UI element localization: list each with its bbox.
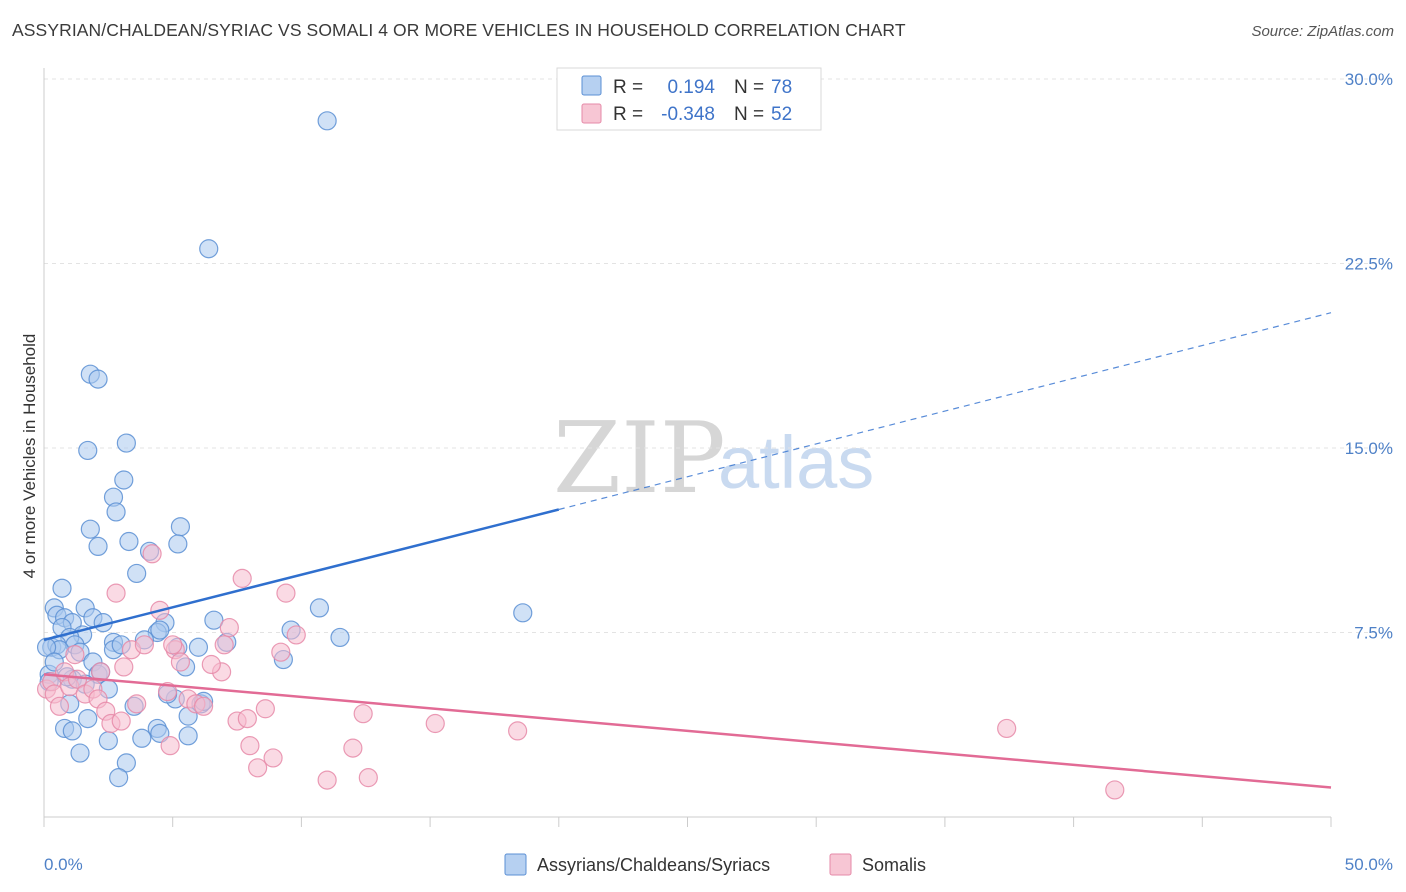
bottom-legend-swatch-assyrians — [504, 853, 527, 876]
legend-swatch-assyrians — [581, 75, 602, 96]
bottom-legend-label-assyrians: Assyrians/Chaldeans/Syriacs — [537, 855, 770, 875]
trend-line-somalis — [43, 673, 1332, 789]
bottom-legend-swatch-somalis — [829, 853, 852, 876]
series-somalis-points — [36, 544, 1125, 800]
point-somalis-11 — [111, 711, 131, 731]
point-somalis-33 — [276, 583, 296, 603]
point-assyrians-16 — [52, 578, 72, 598]
legend-n-value-assyrians: 78 — [771, 77, 792, 98]
legend-box: R = 0.194 N = 78 R = -0.348 N = 52 — [556, 67, 822, 131]
trend-line-assyrians — [43, 508, 560, 642]
point-assyrians-35 — [330, 627, 350, 648]
point-somalis-12 — [114, 657, 134, 677]
point-assyrians-60 — [78, 708, 98, 729]
bottom-legend-label-somalis: Somalis — [862, 855, 926, 875]
point-somalis-46 — [160, 736, 180, 756]
legend-n-label-somalis: N = — [734, 104, 764, 125]
point-somalis-43 — [106, 583, 126, 603]
trend-line-assyrians-projection — [558, 312, 1332, 511]
point-assyrians-27 — [204, 610, 224, 630]
chart-title: ASSYRIAN/CHALDEAN/SYRIAC VS SOMALI 4 OR … — [12, 20, 906, 40]
series-assyrians-points — [36, 111, 533, 788]
point-somalis-51 — [214, 635, 234, 655]
point-somalis-36 — [343, 738, 363, 758]
point-assyrians-19 — [309, 598, 330, 618]
point-assyrians-6 — [114, 470, 134, 490]
legend-n-label-assyrians: N = — [734, 77, 764, 98]
point-assyrians-71 — [109, 768, 129, 788]
point-somalis-27 — [237, 708, 257, 729]
point-assyrians-70 — [116, 753, 136, 773]
point-assyrians-63 — [62, 721, 82, 741]
y-tick-label-2: 22.5% — [1345, 255, 1393, 274]
y-tick-label-3: 30.0% — [1345, 70, 1393, 89]
point-somalis-45 — [127, 694, 147, 714]
point-assyrians-5 — [78, 440, 98, 461]
point-assyrians-15 — [127, 563, 147, 584]
point-assyrians-65 — [178, 726, 198, 746]
trend-lines — [43, 312, 1332, 789]
legend-r-value-assyrians: 0.194 — [667, 77, 715, 98]
point-assyrians-13 — [168, 534, 188, 554]
point-somalis-47 — [201, 654, 221, 675]
legend-n-value-somalis: 52 — [771, 104, 792, 125]
point-assyrians-42 — [188, 637, 209, 657]
point-somalis-28 — [240, 736, 260, 756]
point-assyrians-10 — [170, 517, 191, 537]
point-assyrians-69 — [70, 743, 90, 763]
point-somalis-26 — [232, 568, 252, 588]
point-assyrians-9 — [80, 519, 100, 539]
point-somalis-37 — [353, 704, 373, 724]
point-somalis-19 — [170, 652, 191, 672]
point-somalis-40 — [508, 721, 528, 741]
point-assyrians-20 — [513, 603, 533, 623]
point-somalis-29 — [248, 758, 268, 778]
legend-r-label-assyrians: R = — [613, 77, 643, 98]
point-somalis-32 — [271, 642, 291, 662]
point-somalis-15 — [142, 544, 162, 564]
point-assyrians-0 — [317, 111, 337, 131]
y-tick-label-1: 15.0% — [1345, 439, 1393, 458]
point-somalis-14 — [134, 635, 154, 655]
point-somalis-41 — [997, 718, 1017, 739]
point-somalis-50 — [163, 635, 183, 655]
point-somalis-17 — [157, 681, 178, 702]
y-tick-labels: 7.5% 15.0% 22.5% 30.0% — [1345, 70, 1393, 643]
point-assyrians-11 — [119, 531, 139, 552]
gridlines — [44, 78, 1393, 633]
x-tick-labels: 0.0% 50.0% — [44, 855, 1393, 874]
point-assyrians-66 — [150, 723, 170, 743]
point-somalis-44 — [65, 645, 85, 665]
legend-r-label-somalis: R = — [613, 104, 643, 125]
x-tick-label-1: 50.0% — [1345, 855, 1393, 874]
point-assyrians-3 — [88, 369, 108, 389]
point-somalis-48 — [49, 696, 70, 716]
point-somalis-35 — [317, 770, 337, 790]
point-somalis-24 — [219, 617, 239, 638]
point-somalis-30 — [255, 699, 275, 719]
point-somalis-34 — [286, 625, 306, 645]
point-assyrians-1 — [199, 239, 219, 259]
watermark-zip: ZIP — [553, 402, 726, 516]
x-tick-label-0: 0.0% — [44, 855, 83, 874]
watermark: ZIP atlas — [553, 402, 874, 516]
point-somalis-38 — [358, 768, 378, 788]
point-assyrians-8 — [106, 502, 126, 522]
point-assyrians-67 — [132, 728, 152, 748]
point-somalis-22 — [193, 696, 214, 716]
legend-swatch-somalis — [581, 103, 602, 124]
bottom-legend: Assyrians/Chaldeans/Syriacs Somalis — [504, 853, 926, 876]
y-tick-label-0: 7.5% — [1354, 624, 1393, 643]
point-somalis-31 — [263, 748, 283, 768]
point-somalis-39 — [425, 713, 445, 734]
point-somalis-42 — [1105, 780, 1125, 800]
point-somalis-49 — [91, 662, 111, 682]
legend-r-value-somalis: -0.348 — [661, 104, 715, 125]
point-assyrians-68 — [98, 731, 118, 751]
point-assyrians-4 — [116, 433, 136, 453]
point-assyrians-44 — [150, 620, 170, 640]
chart-source: Source: ZipAtlas.com — [1251, 23, 1394, 40]
point-assyrians-12 — [88, 536, 108, 557]
